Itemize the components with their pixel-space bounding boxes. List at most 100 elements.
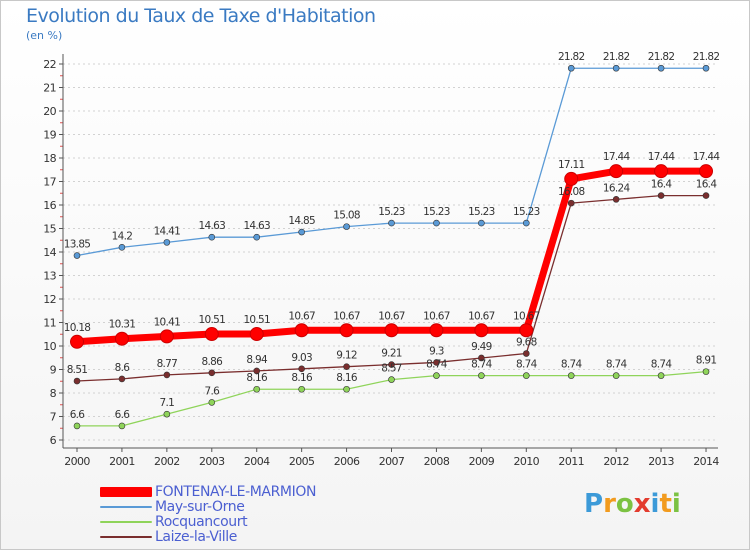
y-tick-label: 8 (50, 387, 57, 400)
x-tick-label: 2011 (558, 455, 584, 468)
y-tick-label: 21 (43, 82, 56, 95)
line-chart: 2000 2001 2002 2003 2004 2005 2006 2007 2008 2009… (43, 51, 721, 468)
data-label: 14.63 (243, 220, 270, 232)
data-point (118, 375, 126, 383)
data-point (474, 323, 489, 338)
legend-label-fontenay: FONTENAY-LE-MARMION (155, 484, 317, 500)
data-label: 15.23 (468, 206, 495, 218)
data-label: 15.23 (378, 206, 405, 218)
data-point (294, 323, 309, 338)
data-label: 9.68 (516, 337, 537, 349)
y-tick-label: 9 (50, 364, 57, 377)
data-label: 8.16 (336, 372, 358, 384)
data-label: 16.4 (696, 179, 718, 191)
data-point (519, 323, 534, 338)
data-label: 7.1 (160, 397, 175, 409)
logo-letter: x (633, 489, 651, 519)
data-point (343, 223, 350, 230)
data-label: 17.44 (648, 151, 676, 163)
data-label: 21.82 (558, 51, 585, 63)
y-tick-labels: 6 7 8 9 10 11 12 13 14 15 16 17 18 19 20 21 22 (43, 58, 57, 447)
y-tick-label: 20 (43, 105, 56, 118)
data-point (70, 334, 84, 349)
data-label: 10.67 (333, 310, 360, 322)
data-label: 10.18 (64, 322, 91, 334)
data-point (567, 64, 575, 72)
data-point (433, 359, 440, 366)
legend-swatch-laize-la-ville (100, 536, 152, 538)
logo-letter: i (650, 489, 660, 519)
legend-label-laize-la-ville: Laize-la-Ville (155, 529, 237, 545)
data-point (208, 233, 216, 241)
data-label: 10.67 (288, 310, 315, 322)
data-label: 10.67 (513, 310, 540, 322)
x-tick-label: 2008 (424, 455, 450, 468)
x-tick-label: 2001 (109, 455, 135, 468)
y-tick-label: 17 (43, 176, 56, 189)
y-tick-label: 7 (50, 411, 57, 424)
y-tick-label: 10 (43, 340, 56, 353)
data-point (567, 372, 575, 379)
y-tick-label: 19 (43, 129, 56, 142)
data-point (657, 64, 665, 72)
data-label: 21.82 (693, 51, 720, 63)
data-label: 6.6 (70, 409, 86, 421)
data-point (567, 199, 575, 207)
data-point (612, 64, 620, 72)
data-point (429, 323, 444, 338)
data-label: 8.74 (516, 359, 538, 371)
data-label: 17.11 (558, 159, 585, 171)
data-label: 10.67 (378, 310, 405, 322)
data-label: 8.86 (201, 356, 223, 368)
data-point (159, 329, 174, 344)
y-tick-label: 12 (43, 293, 56, 306)
data-point (118, 422, 126, 430)
data-label: 14.2 (112, 230, 133, 242)
x-tick-label: 2006 (334, 455, 360, 468)
logo-letter: o (615, 489, 634, 519)
x-tick-label: 2014 (693, 455, 719, 468)
data-label: 21.82 (648, 51, 675, 63)
data-label: 10.67 (468, 310, 495, 322)
x-tick-label: 2002 (154, 455, 180, 468)
data-point (478, 219, 485, 227)
data-label: 17.44 (603, 151, 631, 163)
data-label: 15.23 (423, 206, 450, 218)
data-point (114, 331, 129, 346)
y-tick-label: 11 (43, 317, 56, 330)
data-label: 16.24 (603, 182, 631, 194)
data-point (388, 361, 395, 368)
data-point (522, 219, 530, 227)
data-point (433, 219, 440, 227)
data-point (478, 372, 485, 379)
data-label: 7.6 (204, 385, 220, 397)
data-point (163, 410, 171, 418)
data-point (343, 385, 350, 393)
data-label: 16.4 (651, 179, 673, 191)
series-group (70, 64, 714, 430)
data-point (702, 192, 710, 199)
data-point (384, 323, 399, 338)
data-point (204, 327, 219, 342)
data-point (609, 164, 624, 179)
x-tick-label: 2013 (648, 455, 674, 468)
y-tick-label: 14 (43, 246, 56, 259)
data-point (208, 399, 216, 406)
data-label: 9.49 (471, 341, 492, 353)
x-tick-label: 2010 (513, 455, 539, 468)
legend-swatch-fontenay (100, 487, 152, 497)
data-point (612, 372, 620, 379)
data-label: 6.6 (115, 409, 131, 421)
data-point (702, 368, 710, 375)
proxiti-logo: Proxiti (584, 489, 681, 519)
data-label: 10.67 (423, 310, 450, 322)
legend-label-may-sur-orne: May-sur-Orne (155, 499, 245, 515)
data-label: 10.31 (109, 319, 136, 331)
axes (59, 54, 718, 452)
data-point (522, 372, 530, 379)
data-label: 8.74 (561, 359, 583, 371)
data-label: 17.44 (693, 151, 721, 163)
data-point (433, 372, 440, 379)
y-tick-label: 16 (43, 199, 56, 212)
data-point (612, 196, 620, 203)
